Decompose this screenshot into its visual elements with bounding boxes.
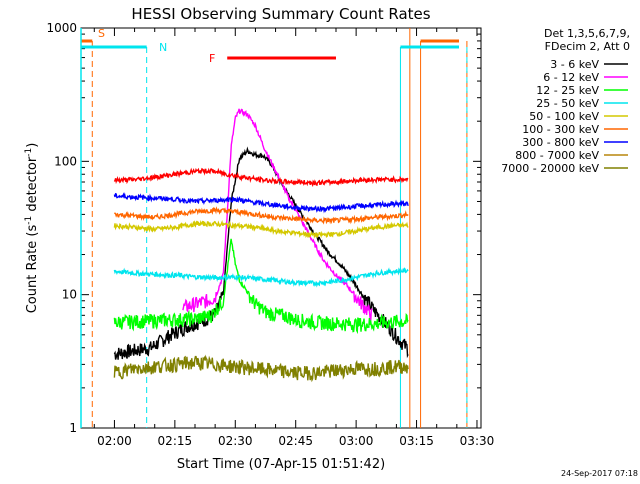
y-tick-label: 1 (69, 421, 77, 435)
series-line-8 (113, 354, 409, 383)
legend-label: 7000 - 20000 keV (501, 162, 599, 175)
legend-label: 25 - 50 keV (536, 97, 599, 110)
legend-label: 12 - 25 keV (536, 84, 599, 97)
x-tick-label: 02:45 (278, 434, 313, 448)
series-line-4 (113, 219, 409, 239)
flag-f-label: F (209, 52, 215, 65)
series-line-5 (113, 206, 409, 225)
y-axis-label: Count Rate (s-1 detector-1) (24, 143, 40, 314)
legend-label: 6 - 12 keV (543, 71, 599, 84)
flag-n-label: N (159, 41, 167, 54)
series-line-0 (113, 146, 409, 360)
x-tick-label: 03:15 (399, 434, 434, 448)
x-axis-label: Start Time (07-Apr-15 01:51:42) (177, 457, 385, 472)
series-line-3 (113, 267, 409, 288)
legend: Det 1,3,5,6,7,9,FDecim 2, Att 0 3 - 6 keV… (501, 27, 630, 175)
x-tick-label: 02:00 (97, 434, 132, 448)
y-tick-label: 100 (54, 154, 77, 168)
legend-header-line: Det 1,3,5,6,7,9, (544, 27, 630, 40)
x-tick-label: 02:30 (218, 434, 253, 448)
y-axis-label-part-3: ) (25, 143, 40, 148)
series-line-6 (113, 192, 409, 214)
legend-label: 300 - 800 keV (522, 136, 599, 149)
chart-title: HESSI Observing Summary Count Rates (131, 5, 430, 23)
series-line-9 (113, 167, 409, 188)
flag-s-label: S (98, 27, 105, 40)
legend-header-line: FDecim 2, Att 0 (545, 40, 630, 53)
legend-label: 50 - 100 keV (529, 110, 599, 123)
series-line-2 (113, 238, 409, 335)
x-tick-label: 02:15 (158, 434, 193, 448)
y-axis-label-part-2: detector (25, 156, 40, 216)
legend-label: 3 - 6 keV (550, 58, 599, 71)
y-axis-label-sup-2: -1 (24, 148, 34, 157)
legend-label: 100 - 300 keV (522, 123, 599, 136)
series-line-1 (182, 108, 373, 321)
y-axis-label-sup-1: -1 (24, 216, 34, 225)
y-tick-label: 10 (62, 288, 77, 302)
y-tick-label: 1000 (46, 21, 77, 35)
x-tick-label: 03:30 (460, 434, 495, 448)
legend-label: 800 - 7000 keV (515, 149, 599, 162)
x-tick-label: 03:00 (339, 434, 374, 448)
plot-area: 1 10 100 1000 02:00 02:15 02:30 02:45 03:00 03:15… (46, 21, 494, 448)
timestamp: 24-Sep-2017 07:18 (561, 469, 638, 478)
y-axis-label-part-1: Count Rate (s (25, 225, 40, 314)
